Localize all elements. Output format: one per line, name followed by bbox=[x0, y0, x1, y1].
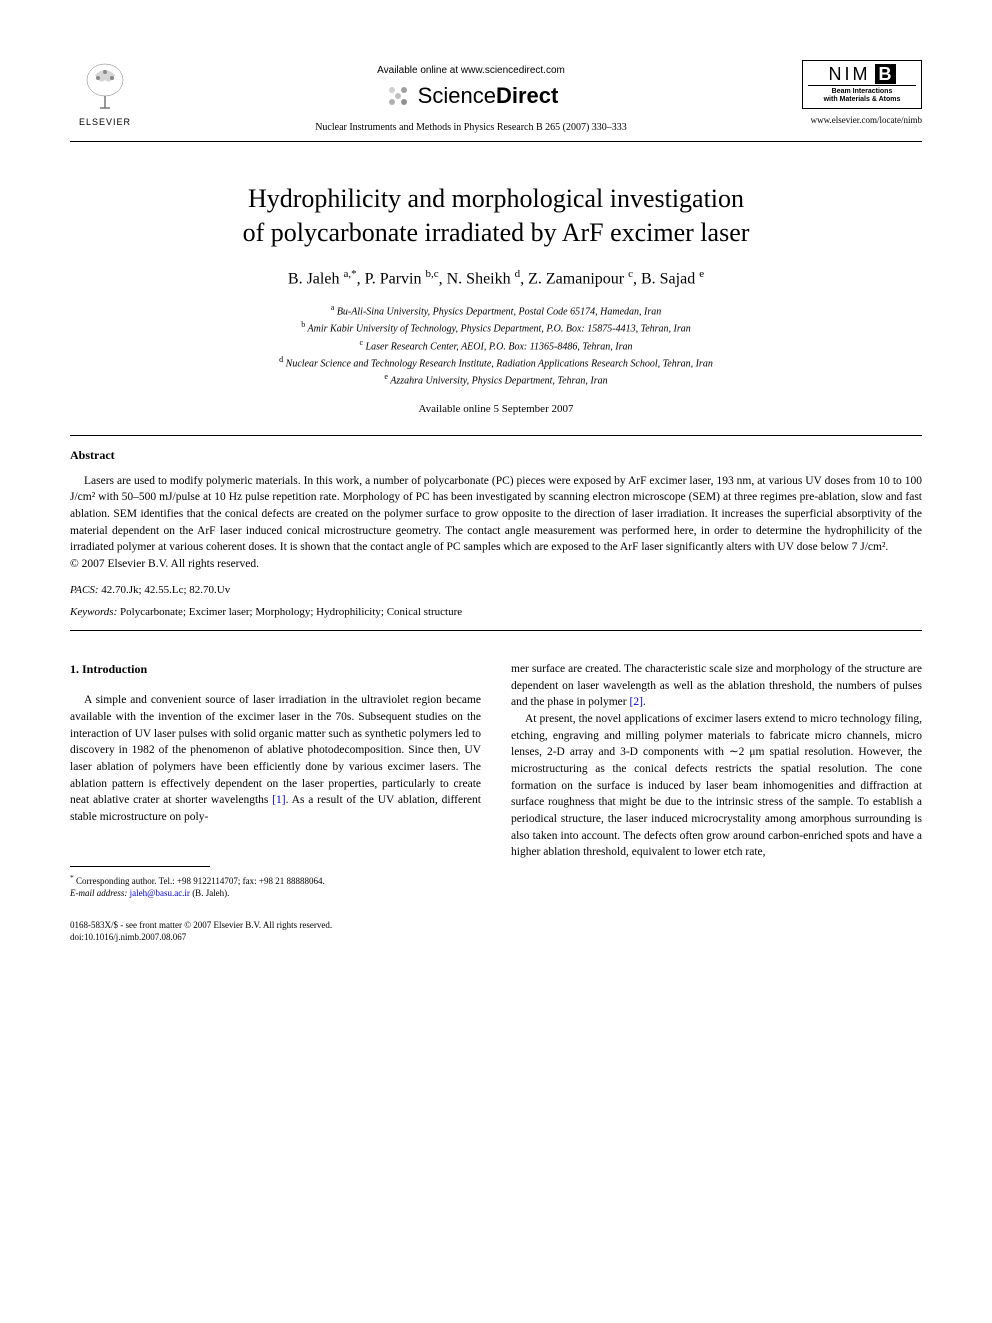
footer-line1: 0168-583X/$ - see front matter © 2007 El… bbox=[70, 920, 922, 932]
available-online-text: Available online at www.sciencedirect.co… bbox=[140, 65, 802, 76]
footnote-email-line: E-mail address: jaleh@basu.ac.ir (B. Jal… bbox=[70, 887, 481, 900]
email-label: E-mail address: bbox=[70, 888, 127, 898]
elsevier-tree-icon bbox=[80, 60, 130, 115]
nimb-b: B bbox=[875, 64, 896, 84]
intro-heading: 1. Introduction bbox=[70, 661, 481, 678]
affil-b: b Amir Kabir University of Technology, P… bbox=[70, 319, 922, 336]
email-link[interactable]: jaleh@basu.ac.ir bbox=[130, 888, 190, 898]
affil-a: a Bu-Ali-Sina University, Physics Depart… bbox=[70, 302, 922, 319]
header-row: ELSEVIER Available online at www.science… bbox=[70, 60, 922, 133]
sciencedirect-logo: ScienceDirect bbox=[140, 82, 802, 110]
sd-suffix: Direct bbox=[496, 83, 558, 108]
nimb-letters: NIM bbox=[829, 64, 871, 84]
affil-d: d Nuclear Science and Technology Researc… bbox=[70, 354, 922, 371]
journal-url: www.elsevier.com/locate/nimb bbox=[802, 115, 922, 125]
title-line2: of polycarbonate irradiated by ArF excim… bbox=[243, 218, 750, 247]
date-online: Available online 5 September 2007 bbox=[70, 403, 922, 415]
footer: 0168-583X/$ - see front matter © 2007 El… bbox=[70, 920, 922, 943]
nimb-logo: NIMB Beam Interactions with Materials & … bbox=[802, 60, 922, 125]
sciencedirect-icon bbox=[384, 82, 412, 110]
pacs-label: PACS: bbox=[70, 584, 99, 596]
footnote: * Corresponding author. Tel.: +98 912211… bbox=[70, 873, 481, 900]
nimb-subtitle: Beam Interactions with Materials & Atoms bbox=[808, 85, 916, 105]
keywords-label: Keywords: bbox=[70, 606, 117, 618]
intro-p2: At present, the novel applications of ex… bbox=[511, 711, 922, 861]
header-divider bbox=[70, 141, 922, 142]
ref-link-1[interactable]: [1] bbox=[272, 794, 285, 806]
footnote-corr: * Corresponding author. Tel.: +98 912211… bbox=[70, 873, 481, 888]
copyright: © 2007 Elsevier B.V. All rights reserved… bbox=[70, 558, 922, 570]
pacs-values: 42.70.Jk; 42.55.Lc; 82.70.Uv bbox=[101, 584, 230, 596]
abstract-body: Lasers are used to modify polymeric mate… bbox=[70, 473, 922, 556]
footnote-divider bbox=[70, 866, 210, 867]
body-columns: 1. Introduction A simple and convenient … bbox=[70, 661, 922, 900]
affil-c: c Laser Research Center, AEOI, P.O. Box:… bbox=[70, 337, 922, 354]
authors: B. Jaleh a,*, P. Parvin b,c, N. Sheikh d… bbox=[70, 268, 922, 288]
elsevier-logo: ELSEVIER bbox=[70, 60, 140, 127]
email-who: (B. Jaleh). bbox=[192, 888, 229, 898]
intro-p1-cont: mer surface are created. The characteris… bbox=[511, 661, 922, 711]
nimb-box: NIMB Beam Interactions with Materials & … bbox=[802, 60, 922, 109]
divider-before-abstract bbox=[70, 435, 922, 436]
affil-e: e Azzahra University, Physics Department… bbox=[70, 371, 922, 388]
elsevier-label: ELSEVIER bbox=[79, 117, 131, 127]
article-title: Hydrophilicity and morphological investi… bbox=[70, 182, 922, 250]
intro-p1: A simple and convenient source of laser … bbox=[70, 692, 481, 825]
nimb-sub-line2: with Materials & Atoms bbox=[808, 96, 916, 104]
sciencedirect-text: ScienceDirect bbox=[418, 83, 559, 109]
sd-prefix: Science bbox=[418, 83, 496, 108]
nimb-sub-line1: Beam Interactions bbox=[808, 88, 916, 96]
footer-line2: doi:10.1016/j.nimb.2007.08.067 bbox=[70, 932, 922, 944]
title-line1: Hydrophilicity and morphological investi… bbox=[248, 184, 744, 213]
ref-link-2[interactable]: [2] bbox=[629, 696, 642, 708]
divider-after-keywords bbox=[70, 630, 922, 631]
affiliations: a Bu-Ali-Sina University, Physics Depart… bbox=[70, 302, 922, 389]
keywords: Keywords: Polycarbonate; Excimer laser; … bbox=[70, 606, 922, 618]
abstract-heading: Abstract bbox=[70, 448, 922, 463]
pacs: PACS: 42.70.Jk; 42.55.Lc; 82.70.Uv bbox=[70, 584, 922, 596]
column-right: mer surface are created. The characteris… bbox=[511, 661, 922, 900]
column-left: 1. Introduction A simple and convenient … bbox=[70, 661, 481, 900]
keywords-values: Polycarbonate; Excimer laser; Morphology… bbox=[120, 606, 462, 618]
journal-reference: Nuclear Instruments and Methods in Physi… bbox=[140, 122, 802, 133]
center-header: Available online at www.sciencedirect.co… bbox=[140, 60, 802, 133]
